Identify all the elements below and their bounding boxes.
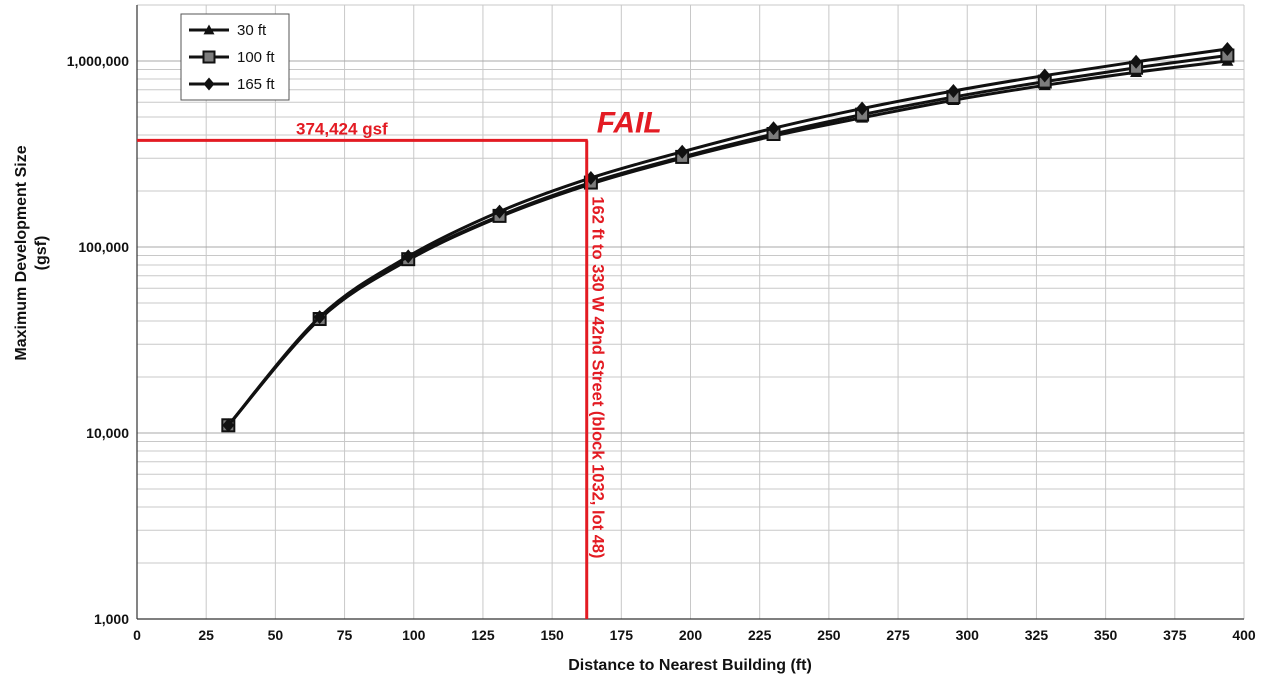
- x-tick-label: 275: [886, 627, 910, 643]
- legend-item: 30 ft: [189, 22, 267, 39]
- threshold-label: 374,424 gsf: [296, 119, 388, 138]
- data-point: [676, 144, 689, 159]
- legend-label: 30 ft: [237, 22, 267, 39]
- x-tick-label: 25: [198, 627, 214, 643]
- y-axis-title: Maximum Development Size: [13, 145, 30, 360]
- data-point: [493, 204, 506, 219]
- series-100-ft: [221, 48, 1235, 433]
- data-point: [402, 249, 415, 264]
- data-point: [767, 121, 780, 136]
- x-tick-label: 100: [402, 627, 426, 643]
- series-30-ft: [222, 54, 1234, 431]
- data-point: [313, 310, 326, 325]
- data-point: [1038, 68, 1051, 83]
- y-tick-label: 100,000: [78, 239, 129, 255]
- x-tick-label: 150: [540, 627, 564, 643]
- x-tick-label: 300: [956, 627, 980, 643]
- y-tick-label: 1,000: [94, 611, 129, 627]
- x-tick-label: 200: [679, 627, 703, 643]
- x-tick-label: 375: [1163, 627, 1187, 643]
- data-point: [1221, 42, 1234, 57]
- legend-item: 100 ft: [189, 49, 275, 66]
- series-line: [227, 47, 1228, 427]
- series-layer: [221, 42, 1235, 433]
- x-tick-label: 350: [1094, 627, 1118, 643]
- x-tick-label: 400: [1232, 627, 1256, 643]
- distance-label: 162 ft to 330 W 42nd Street (block 1032,…: [589, 196, 607, 558]
- x-tick-label: 225: [748, 627, 772, 643]
- grid-lines: [136, 4, 1245, 620]
- x-tick-label: 0: [133, 627, 141, 643]
- legend-item: 165 ft: [189, 76, 275, 93]
- y-axis-unit: (gsf): [33, 236, 50, 271]
- series-line: [227, 59, 1228, 427]
- x-tick-label: 175: [610, 627, 634, 643]
- legend: 30 ft 100 ft 165 ft: [180, 13, 290, 101]
- annotation-layer: 374,424 gsf 162 ft to 330 W 42nd Street (…: [137, 106, 662, 619]
- series-165-ft: [222, 42, 1234, 433]
- series-line: [227, 54, 1228, 427]
- legend-label: 100 ft: [237, 49, 275, 66]
- x-axis-title: Distance to Nearest Building (ft): [568, 657, 812, 674]
- axes: 0 25 50 75 100 125 150 175 200 225 250 275 300 325 350…: [67, 5, 1256, 643]
- x-tick-label: 50: [268, 627, 284, 643]
- data-point: [947, 83, 960, 98]
- data-point: [222, 418, 235, 433]
- legend-marker: [202, 50, 216, 64]
- legend-marker: [203, 24, 215, 35]
- data-point: [1130, 54, 1143, 69]
- y-tick-label: 10,000: [86, 425, 129, 441]
- legend-label: 165 ft: [237, 76, 275, 93]
- x-tick-label: 250: [817, 627, 841, 643]
- data-point: [856, 101, 869, 116]
- y-tick-label: 1,000,000: [67, 53, 129, 69]
- x-tick-label: 325: [1025, 627, 1049, 643]
- x-tick-label: 125: [471, 627, 495, 643]
- axis-titles: Distance to Nearest Building (ft) Maximu…: [13, 145, 812, 674]
- fail-label: FAIL: [597, 106, 662, 139]
- x-tick-label: 75: [337, 627, 353, 643]
- legend-marker: [203, 77, 215, 91]
